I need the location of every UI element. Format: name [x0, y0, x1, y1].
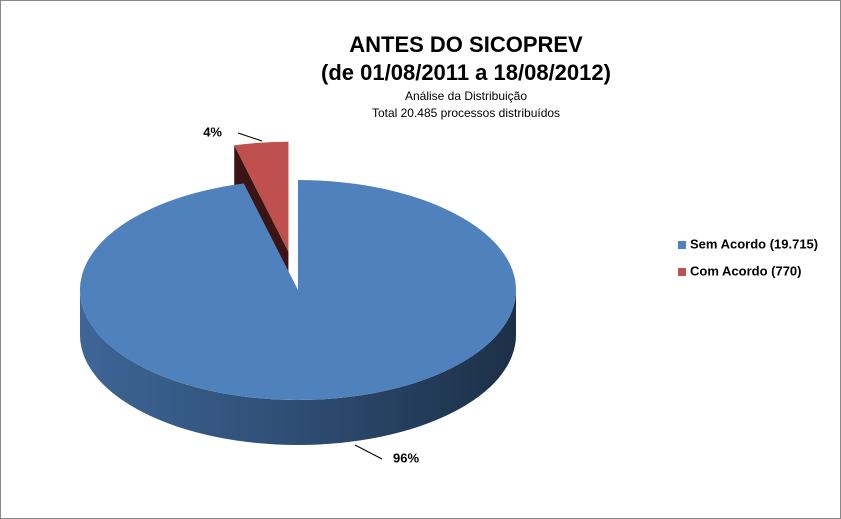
chart-subtitle: Total 20.485 processos distribuídos	[372, 106, 560, 120]
data-label: 4%	[203, 124, 222, 139]
slice	[80, 180, 516, 401]
slice-side	[80, 290, 516, 445]
legend-swatch	[678, 241, 686, 249]
legend-swatch	[678, 268, 686, 276]
data-label: 96%	[393, 450, 419, 465]
legend-label: Sem Acordo (19.715)	[690, 236, 818, 251]
chart-subtitle: Análise da Distribuição	[405, 89, 527, 103]
legend-label: Com Acordo (770)	[690, 263, 801, 278]
chart-title: (de 01/08/2011 a 18/08/2012)	[321, 60, 611, 85]
leader-line	[354, 444, 383, 460]
leader-line	[237, 132, 263, 142]
chart-title: ANTES DO SICOPREV	[349, 32, 583, 57]
slice	[234, 141, 289, 252]
